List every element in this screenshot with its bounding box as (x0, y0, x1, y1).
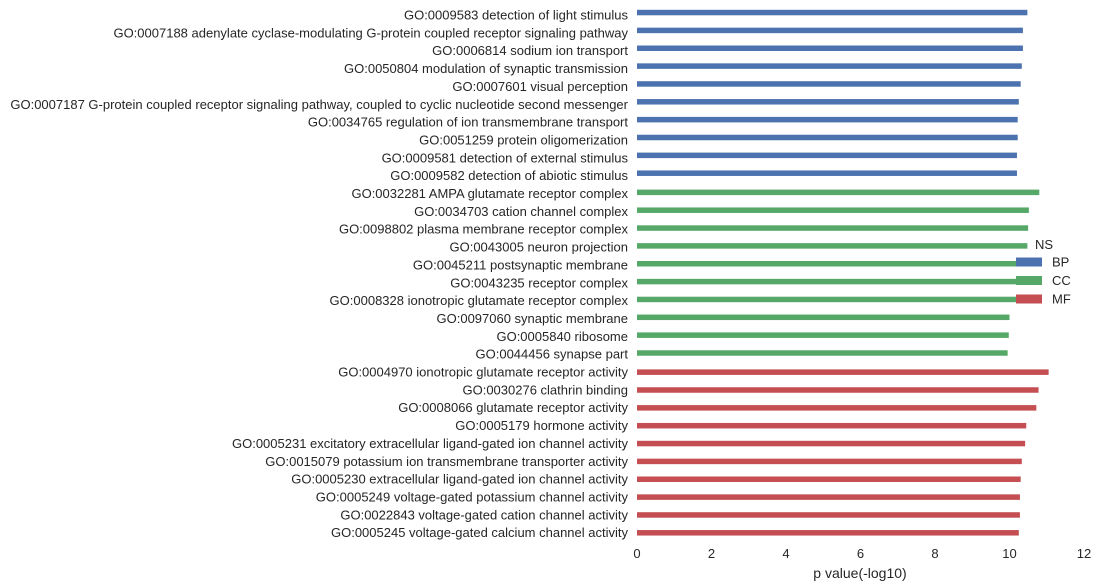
category-label: GO:0008328 ionotropic glutamate receptor… (330, 293, 629, 308)
category-label: GO:0005840 ribosome (496, 329, 628, 344)
bars-layer (637, 9, 1049, 536)
bar-cc (637, 261, 1019, 267)
legend-label: BP (1052, 255, 1069, 270)
category-label: GO:0005245 voltage-gated calcium channel… (331, 525, 629, 540)
category-label: GO:0005179 hormone activity (455, 418, 628, 433)
category-label: GO:0034765 regulation of ion transmembra… (308, 115, 629, 130)
x-tick-label: 10 (1002, 546, 1016, 561)
x-axis-label: p value(-log10) (813, 565, 906, 581)
category-label: GO:0022843 voltage-gated cation channel … (340, 507, 628, 522)
bar-bp (637, 45, 1023, 51)
bar-cc (637, 296, 1017, 303)
x-axis: 0 2 4 6 8 10 12 (633, 546, 1091, 561)
bar-mf (637, 387, 1039, 393)
bar-bp (637, 63, 1022, 69)
bar-mf (637, 512, 1020, 518)
x-tick-label: 6 (857, 546, 864, 561)
bar-mf (637, 530, 1019, 536)
bar-cc (637, 350, 1008, 356)
x-tick-label: 8 (931, 546, 938, 561)
category-label: GO:0005230 extracellular ligand-gated io… (291, 472, 628, 487)
category-label: GO:0007601 visual perception (452, 79, 628, 94)
bar-cc (637, 207, 1029, 213)
legend-swatch-bp (1016, 257, 1042, 267)
x-tick-label: 2 (708, 546, 715, 561)
bar-cc (637, 332, 1009, 338)
legend-swatch-mf (1016, 294, 1042, 304)
category-label: GO:0005231 excitatory extracellular liga… (232, 436, 629, 451)
bar-mf (637, 369, 1049, 375)
category-label: GO:0015079 potassium ion transmembrane t… (265, 454, 628, 469)
category-label: GO:0032281 AMPA glutamate receptor compl… (351, 186, 628, 201)
bar-cc (637, 189, 1040, 196)
bar-mf (637, 476, 1021, 482)
bar-bp (637, 134, 1018, 141)
bar-cc (637, 278, 1018, 285)
category-label: GO:0009581 detection of external stimulu… (382, 150, 629, 165)
bar-bp (637, 152, 1017, 159)
category-label: GO:0009582 detection of abiotic stimulus (390, 168, 628, 183)
category-label: GO:0097060 synaptic membrane (437, 311, 629, 326)
bar-bp (637, 170, 1017, 176)
category-label: GO:0043235 receptor complex (450, 275, 628, 290)
category-label: GO:0007187 G-protein coupled receptor si… (10, 97, 628, 112)
category-label: GO:0008066 glutamate receptor activity (398, 400, 628, 415)
bar-bp (637, 99, 1019, 105)
bar-mf (637, 405, 1037, 411)
category-label: GO:0005249 voltage-gated potassium chann… (316, 489, 629, 504)
category-label: GO:0034703 cation channel complex (414, 204, 628, 219)
bar-bp (637, 116, 1018, 123)
bar-mf (637, 494, 1020, 500)
x-tick-label: 4 (782, 546, 789, 561)
bar-mf (637, 440, 1026, 447)
bar-cc (637, 243, 1028, 249)
category-label: GO:0045211 postsynaptic membrane (413, 257, 628, 272)
bar-mf (637, 422, 1027, 429)
bar-bp (637, 9, 1028, 16)
category-label: GO:0043005 neuron projection (449, 240, 628, 255)
bar-bp (637, 27, 1023, 34)
category-label: GO:0004970 ionotropic glutamate receptor… (338, 365, 628, 380)
x-tick-label: 0 (633, 546, 640, 561)
category-label: GO:0006814 sodium ion transport (432, 43, 628, 58)
legend-swatch-cc (1016, 276, 1042, 285)
category-label: GO:0098802 plasma membrane receptor comp… (339, 222, 629, 237)
bar-cc (637, 314, 1010, 321)
category-label: GO:0007188 adenylate cyclase-modulating … (113, 25, 628, 40)
category-label: GO:0009583 detection of light stimulus (404, 8, 629, 23)
bar-mf (637, 458, 1022, 465)
category-label: GO:0044456 synapse part (476, 347, 629, 362)
category-label: GO:0051259 protein oligomerization (419, 132, 628, 147)
legend-title: NS (1035, 237, 1053, 252)
legend-label: CC (1052, 273, 1071, 288)
bar-bp (637, 81, 1021, 87)
x-tick-label: 12 (1077, 546, 1091, 561)
category-labels-layer: GO:0009583 detection of light stimulus GO… (10, 8, 628, 541)
legend-label: MF (1052, 292, 1071, 307)
category-label: GO:0030276 clathrin binding (462, 382, 628, 397)
category-label: GO:0050804 modulation of synaptic transm… (344, 61, 628, 76)
legend: NS BP CC MF (1016, 237, 1071, 307)
bar-cc (637, 225, 1029, 231)
